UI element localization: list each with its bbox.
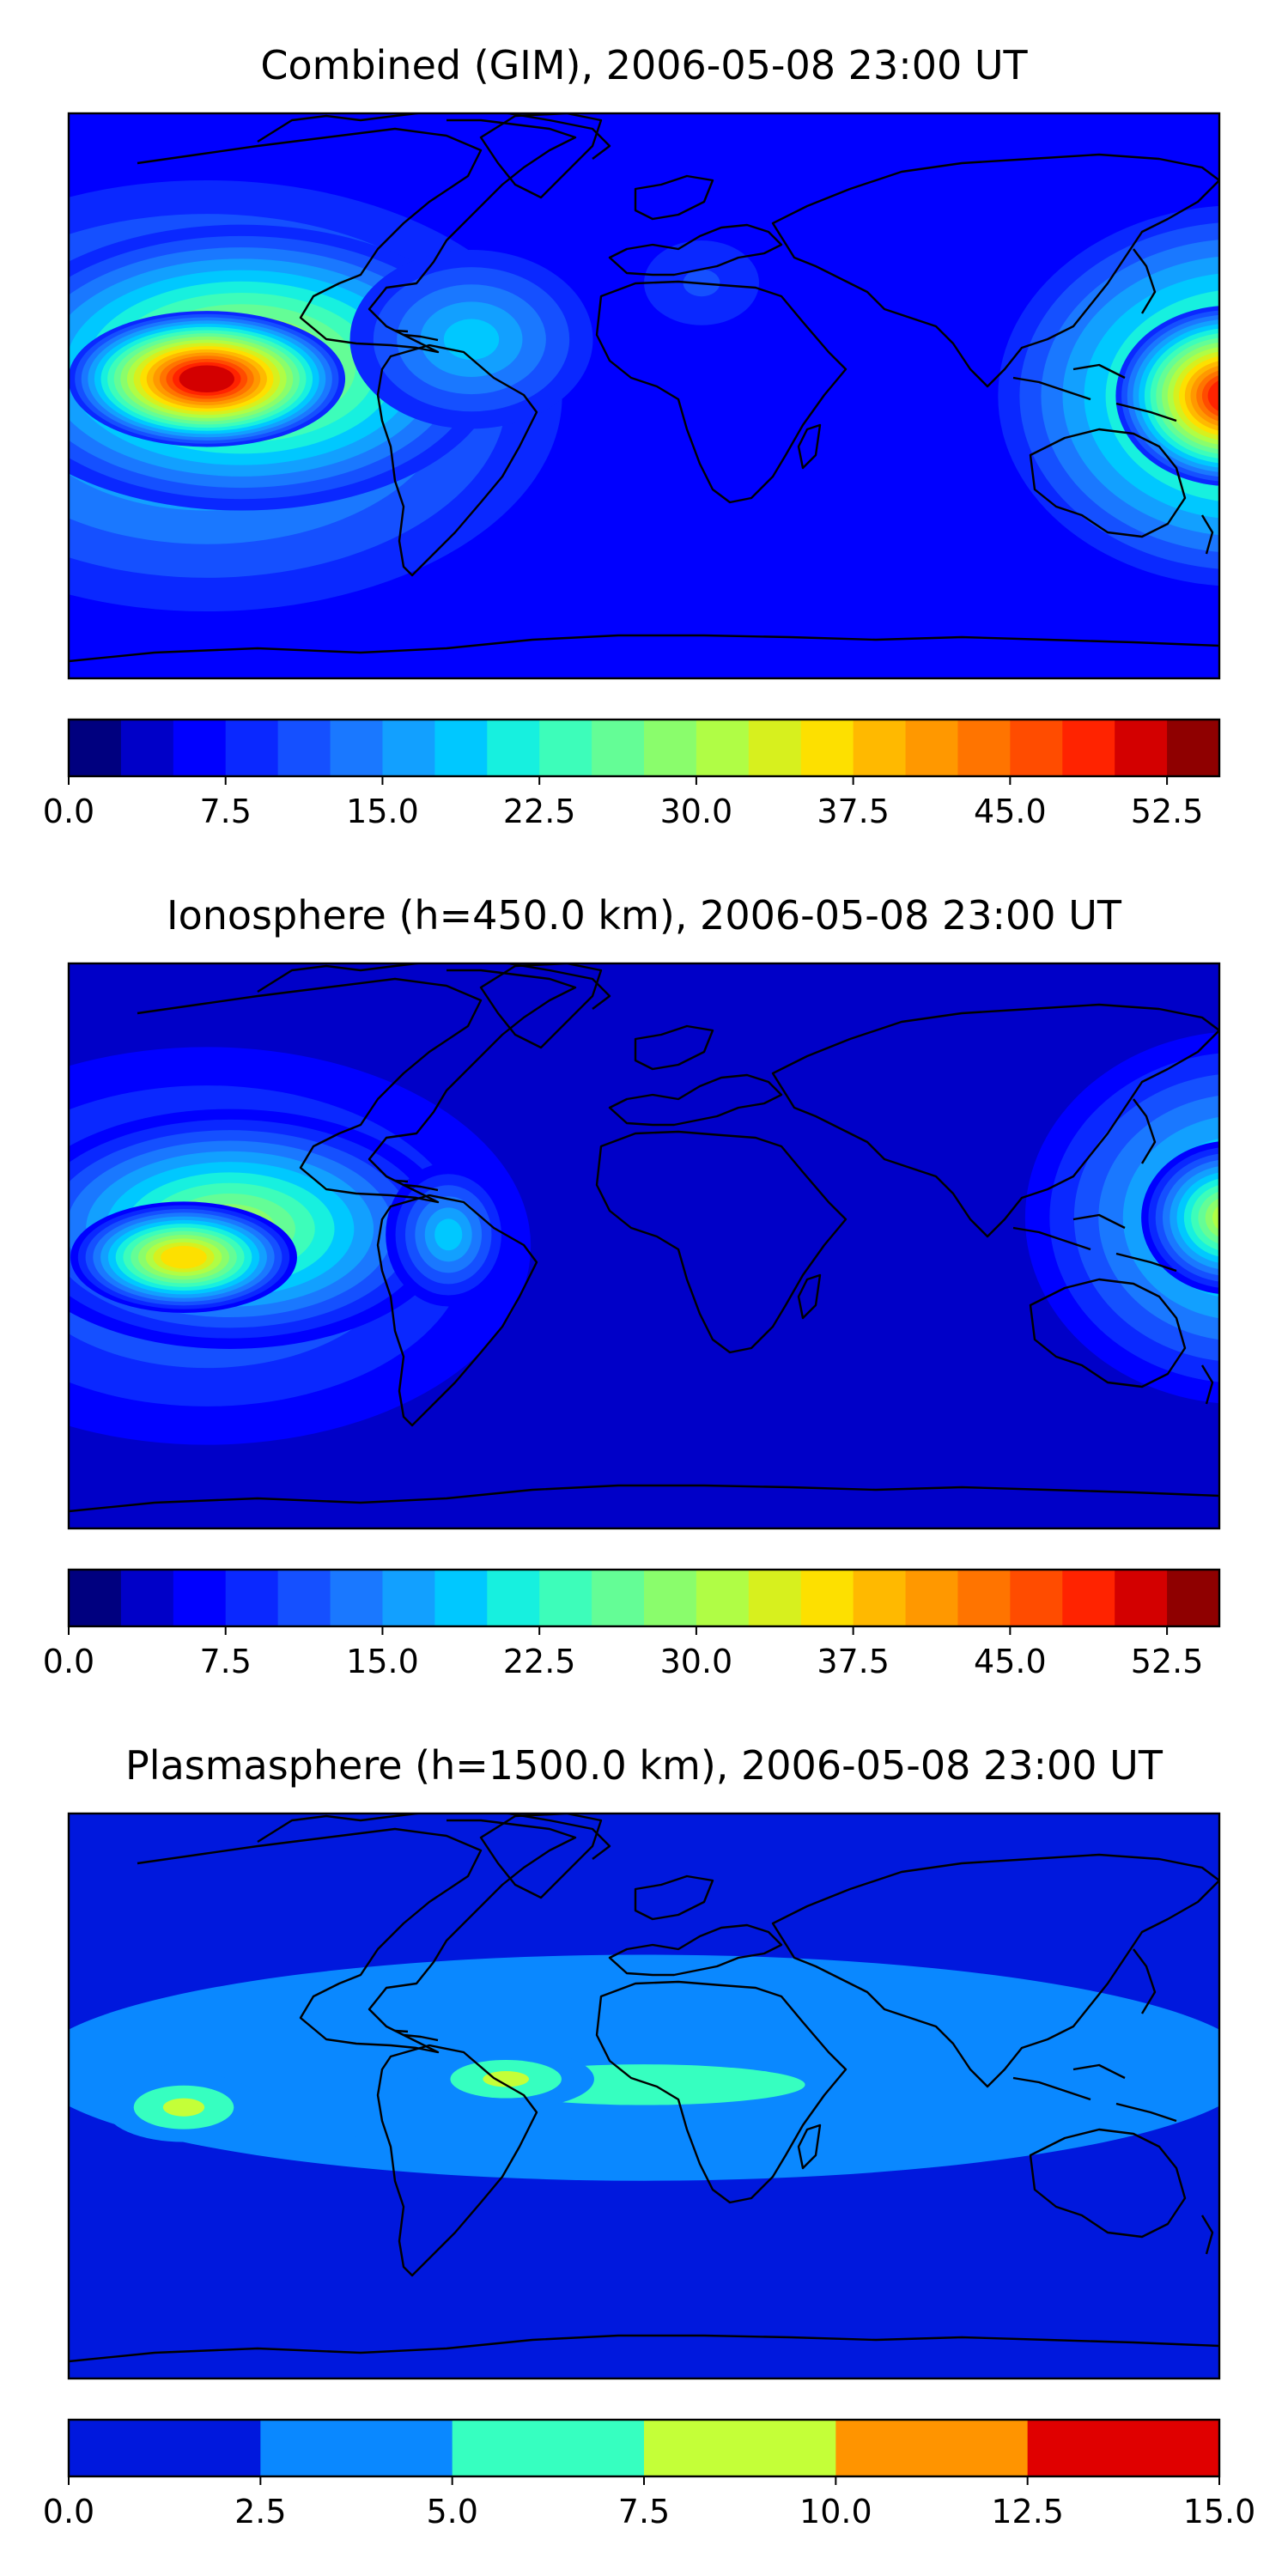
colorbar-tick-label: 22.5 — [503, 793, 576, 830]
colorbar-tick-label: 30.0 — [660, 1643, 733, 1680]
colorbar-tick-label: 10.0 — [799, 2493, 872, 2530]
colorbar-tick-label: 7.5 — [200, 1643, 252, 1680]
colorbar-segment — [800, 1570, 854, 1626]
contour-band — [443, 319, 500, 360]
colorbar-segment — [1115, 1570, 1168, 1626]
colorbar-tick-label: 37.5 — [817, 793, 890, 830]
colorbar-segment — [1167, 720, 1220, 776]
colorbar-segment — [1062, 720, 1115, 776]
colorbar-segment — [120, 1570, 174, 1626]
colorbar-segment — [1010, 720, 1063, 776]
colorbar-segment — [696, 1570, 750, 1626]
colorbar-segment — [1062, 1570, 1115, 1626]
colorbar-segment — [800, 720, 854, 776]
colorbar-segment — [69, 720, 122, 776]
colorbar-tick-label: 45.0 — [974, 1643, 1047, 1680]
colorbar-segment — [277, 720, 331, 776]
colorbar-tick-label: 5.0 — [426, 2493, 477, 2530]
colorbar-segment — [957, 720, 1011, 776]
colorbar-segment — [905, 1570, 959, 1626]
colorbar-segment — [1010, 1570, 1063, 1626]
colorbar-tick-label: 30.0 — [660, 793, 733, 830]
map-frame — [67, 1812, 1221, 2380]
colorbar-segment — [487, 720, 540, 776]
colorbar-tick-label: 15.0 — [1183, 2493, 1256, 2530]
colorbar-segment — [748, 720, 802, 776]
colorbar-segment — [225, 1570, 279, 1626]
colorbar-segment — [330, 1570, 384, 1626]
contour-band — [179, 365, 234, 393]
colorbar-segment — [330, 720, 384, 776]
contour-band — [1207, 380, 1219, 412]
colorbar-tick-label: 0.0 — [43, 1643, 94, 1680]
colorbar-segment — [644, 720, 697, 776]
map-frame — [67, 112, 1221, 680]
colorbar-segment — [696, 720, 750, 776]
map-field — [69, 1814, 1219, 2379]
chart-panel: Combined (GIM), 2006-05-08 23:00 UT 0.0 7.… — [43, 42, 1221, 830]
colorbar-tick-label: 22.5 — [503, 1643, 576, 1680]
colorbar-segment — [957, 1570, 1011, 1626]
contour-band — [162, 2098, 205, 2117]
colorbar-tick-label: 15.0 — [346, 1643, 419, 1680]
contour-band — [1205, 1198, 1219, 1237]
contour-band — [161, 1246, 207, 1269]
colorbar-segment — [434, 720, 488, 776]
colorbar-segment — [539, 720, 592, 776]
colorbar-segment — [835, 2420, 1029, 2476]
colorbar-tick-label: 45.0 — [974, 793, 1047, 830]
colorbar-segment — [748, 1570, 802, 1626]
colorbar-segment — [1115, 720, 1168, 776]
colorbar-segment — [644, 1570, 697, 1626]
colorbar-segment — [225, 720, 279, 776]
chart-panel: Plasmasphere (h=1500.0 km), 2006-05-08 2… — [43, 1742, 1256, 2530]
colorbar-segment — [434, 1570, 488, 1626]
panels-layer: Combined (GIM), 2006-05-08 23:00 UT 0.0 7.… — [43, 42, 1256, 2530]
colorbar-segment — [853, 1570, 907, 1626]
panel-title: Combined (GIM), 2006-05-08 23:00 UT — [260, 42, 1028, 88]
colorbar-segment — [69, 2420, 261, 2476]
panel-title: Ionosphere (h=450.0 km), 2006-05-08 23:0… — [167, 892, 1122, 939]
colorbar-segment — [592, 720, 645, 776]
colorbar-tick-label: 0.0 — [43, 793, 94, 830]
chart-panel: Ionosphere (h=450.0 km), 2006-05-08 23:0… — [43, 892, 1221, 1680]
map-frame — [67, 962, 1221, 1530]
map-field — [69, 113, 1219, 678]
colorbar-segment — [173, 1570, 227, 1626]
colorbar-segment — [1167, 1570, 1220, 1626]
contour-band — [434, 1218, 463, 1251]
colorbar-tick-label: 2.5 — [234, 2493, 286, 2530]
colorbar-segment — [452, 2420, 645, 2476]
colorbar-segment — [487, 1570, 540, 1626]
colorbar-frame — [67, 718, 1221, 778]
colorbar-segment — [539, 1570, 592, 1626]
colorbar-frame — [67, 1568, 1221, 1628]
contour-band — [483, 2071, 529, 2087]
colorbar-segment — [644, 2420, 836, 2476]
colorbar-segment — [173, 720, 227, 776]
colorbar-segment — [277, 1570, 331, 1626]
colorbar-segment — [592, 1570, 645, 1626]
colorbar-segment — [1027, 2420, 1220, 2476]
colorbar-tick-label: 37.5 — [817, 1643, 890, 1680]
colorbar-tick-label: 52.5 — [1131, 793, 1204, 830]
colorbar-segment — [69, 1570, 122, 1626]
map-field — [69, 963, 1219, 1528]
panel-title: Plasmasphere (h=1500.0 km), 2006-05-08 2… — [125, 1742, 1163, 1789]
colorbar-segment — [382, 1570, 435, 1626]
colorbar-tick-label: 7.5 — [618, 2493, 670, 2530]
contour-band — [1212, 1205, 1219, 1230]
colorbar-segment — [260, 2420, 453, 2476]
colorbar-tick-label: 0.0 — [43, 2493, 94, 2530]
colorbar-segment — [853, 720, 907, 776]
colorbar-segment — [120, 720, 174, 776]
colorbar-segment — [905, 720, 959, 776]
colorbar-tick-label: 15.0 — [346, 793, 419, 830]
colorbar-segment — [382, 720, 435, 776]
colorbar-tick-label: 7.5 — [200, 793, 252, 830]
colorbar-tick-label: 52.5 — [1131, 1643, 1204, 1680]
colorbar-tick-label: 12.5 — [991, 2493, 1064, 2530]
